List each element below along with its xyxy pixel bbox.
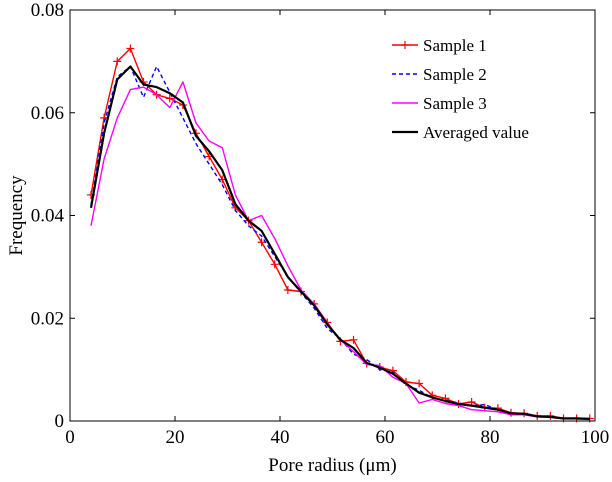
x-tick-label: 100 xyxy=(581,427,610,448)
x-axis-title: Pore radius (μm) xyxy=(268,455,396,476)
data-point-sample-1 xyxy=(257,238,266,247)
series-layer xyxy=(87,44,594,423)
data-point-sample-1 xyxy=(113,57,122,66)
axis-ticks: 0 20 40 60 80 100 0 0.02 0.04 0.06 0.08 xyxy=(31,0,610,448)
series-line-sample-2 xyxy=(90,65,590,420)
x-tick-label: 80 xyxy=(481,427,500,448)
legend-label-sample-1: Sample 1 xyxy=(423,36,487,55)
legend-label-sample-3: Sample 3 xyxy=(423,94,487,113)
data-point-sample-1 xyxy=(270,260,279,269)
data-point-sample-1 xyxy=(165,94,174,103)
x-tick-label: 20 xyxy=(166,427,185,448)
y-tick-label: 0.06 xyxy=(31,103,64,124)
plot-area-frame xyxy=(69,9,596,422)
legend-marker-sample-1 xyxy=(401,41,409,49)
legend: Sample 1 Sample 2 Sample 3 Averaged value xyxy=(392,36,529,142)
x-tick-label: 60 xyxy=(376,427,395,448)
x-tick-label: 40 xyxy=(271,427,290,448)
series-line-averaged-value xyxy=(89,65,590,420)
y-tick-label: 0.02 xyxy=(31,308,64,329)
data-point-sample-1 xyxy=(349,335,358,344)
y-tick-label: 0 xyxy=(55,411,65,432)
y-axis-title: Frequency xyxy=(6,175,27,256)
data-point-sample-1 xyxy=(415,379,424,388)
legend-label-averaged-value: Averaged value xyxy=(423,123,529,142)
y-tick-label: 0.08 xyxy=(31,0,64,21)
data-point-sample-1 xyxy=(126,44,135,53)
x-tick-label: 0 xyxy=(65,427,75,448)
legend-label-sample-2: Sample 2 xyxy=(423,65,487,84)
data-point-sample-1 xyxy=(283,285,292,294)
y-tick-label: 0.04 xyxy=(31,206,65,227)
